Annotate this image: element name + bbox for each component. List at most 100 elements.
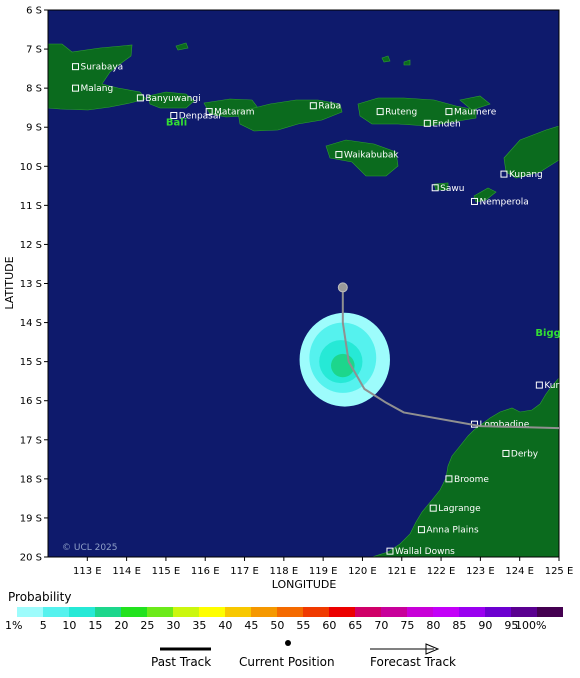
legend-swatch (511, 607, 537, 617)
legend-percent-label: 10 (62, 619, 77, 632)
town-label: Nemperola (479, 197, 528, 207)
lat-tick-label: 11 S (20, 201, 42, 212)
land-java (47, 43, 147, 111)
region-labels: Bali Bigg (166, 117, 561, 339)
land-lembata (459, 95, 491, 111)
forecast-track-line (341, 289, 560, 430)
town-marker (376, 108, 384, 116)
town-marker (535, 381, 543, 389)
legend-swatch (277, 607, 303, 617)
x-axis-title: LONGITUDE (272, 578, 337, 590)
legend-swatch (121, 607, 147, 617)
legend-swatch (43, 607, 69, 617)
town-marker (72, 63, 80, 71)
town-marker (386, 547, 394, 555)
town-marker (445, 475, 453, 483)
legend-swatch (199, 607, 225, 617)
town-label: Maumere (454, 108, 497, 118)
legend-percent-label: 60 (322, 619, 337, 632)
land-flores (357, 97, 477, 127)
legend-percent-label: 55 (296, 619, 311, 632)
current-position-marker (337, 282, 348, 293)
legend-swatch (69, 607, 95, 617)
town-label: Endeh (432, 119, 460, 129)
legend-swatch (381, 607, 407, 617)
lon-tick-label: 121 E (387, 566, 416, 577)
town-marker (335, 151, 343, 159)
legend-swatch (433, 607, 459, 617)
lat-tick-label: 7 S (26, 45, 42, 56)
legend-percent-label: 80 (426, 619, 441, 632)
legend-percent-label: 40 (218, 619, 233, 632)
legend-swatch (173, 607, 199, 617)
legend-swatch (537, 607, 563, 617)
legend-swatch (251, 607, 277, 617)
town-label: Surabaya (81, 63, 124, 73)
current-position-label: Current Position (239, 655, 335, 669)
legend-percent-label: 70 (374, 619, 389, 632)
y-axis-title: LATITUDE (3, 256, 16, 309)
town-marker (431, 184, 439, 192)
town-marker (417, 526, 425, 534)
lon-tick-label: 118 E (270, 566, 299, 577)
lat-tick-label: 18 S (20, 474, 42, 485)
legend-percent-label: 1% (5, 619, 23, 632)
town-label: Waikabubak (344, 151, 400, 161)
lat-tick-label: 20 S (20, 553, 42, 564)
lat-tick-label: 6 S (26, 6, 42, 17)
lat-tick-label: 9 S (26, 123, 42, 134)
lat-tick-label: 19 S (20, 513, 42, 524)
legend-percent-label: 20 (114, 619, 129, 632)
legend-title: Probability (8, 590, 72, 604)
legend-percent-label: 85 (452, 619, 467, 632)
cyclone-probability-map: 6 S 7 S 8 S 9 S 10 S 11 S 12 S 13 S 14 S 15 S 16 S… (3, 5, 580, 590)
legend-key-graphics (160, 640, 440, 655)
legend-color-scale (17, 607, 563, 617)
town-label: Derby (511, 449, 539, 459)
lat-tick-label: 14 S (20, 318, 42, 329)
legend: Probability 1% 5 10 15 20 25 30 35 40 45 50 55 60 65 7… (0, 588, 580, 678)
legend-swatch (355, 607, 381, 617)
town-label: Lombadine (479, 420, 529, 430)
town-marker (470, 197, 478, 205)
legend-swatch (303, 607, 329, 617)
copyright-text: © UCL 2025 (62, 543, 118, 553)
town-marker (205, 108, 213, 116)
past-track-label: Past Track (151, 655, 212, 669)
lon-tick-label: 122 E (427, 566, 456, 577)
forecast-track-label: Forecast Track (370, 655, 456, 669)
town-marker (309, 102, 317, 110)
land-bali (147, 91, 195, 109)
legend-swatch (95, 607, 121, 617)
town-marker (72, 84, 80, 92)
town-label: Denpasar (179, 111, 223, 121)
town-label: Broome (454, 475, 489, 485)
lat-tick-label: 12 S (20, 240, 42, 251)
lat-tick-label: 17 S (20, 435, 42, 446)
legend-percent-label: 95 (504, 619, 519, 632)
legend-percent-label: 45 (244, 619, 259, 632)
town-marker (500, 170, 508, 178)
land-islands (47, 42, 560, 558)
legend-percent-label: 15 (88, 619, 103, 632)
land-rote (473, 187, 497, 203)
lon-tick-label: 113 E (73, 566, 102, 577)
lon-tick-label: 125 E (545, 566, 574, 577)
lat-tick-label: 15 S (20, 357, 42, 368)
lat-tick-label: 13 S (20, 279, 42, 290)
lon-tick-label: 116 E (191, 566, 220, 577)
legend-percent-label: 75 (400, 619, 415, 632)
town-label: Anna Plains (426, 526, 479, 536)
legend-swatch (17, 607, 43, 617)
town-label: Malang (81, 84, 114, 94)
town-label: Mataram (214, 108, 254, 118)
town-marker (445, 108, 453, 116)
legend-swatch (329, 607, 355, 617)
region-label: Bali (166, 117, 187, 128)
legend-swatch (147, 607, 173, 617)
town-label: Sawu (440, 184, 464, 194)
current-position-swatch (285, 640, 291, 646)
axis-ticks: 6 S 7 S 8 S 9 S 10 S 11 S 12 S 13 S 14 S 15 S 16 S… (20, 6, 574, 578)
legend-percent-label: 5 (39, 619, 47, 632)
